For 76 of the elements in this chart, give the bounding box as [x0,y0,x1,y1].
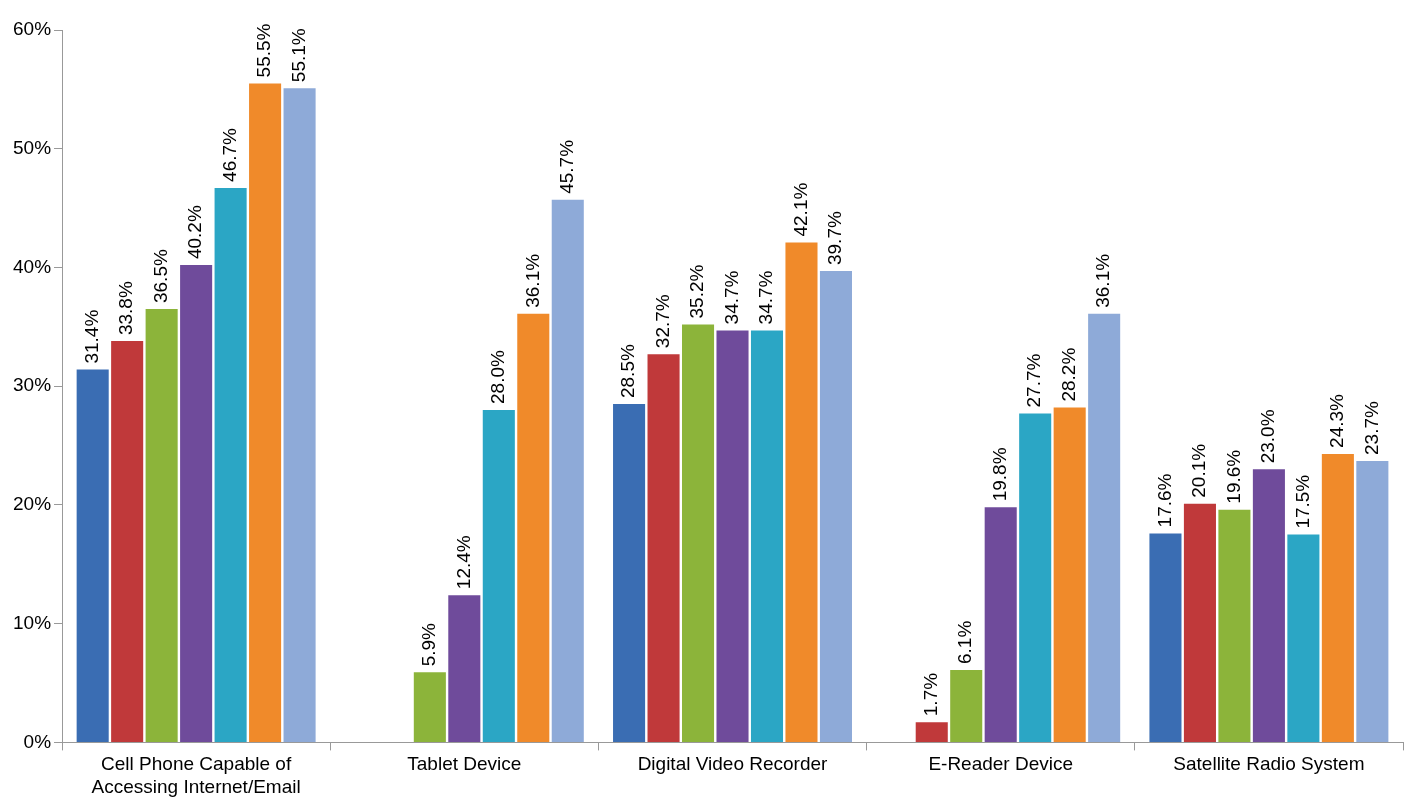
data-label: 6.1% [954,620,976,664]
data-label: 33.8% [115,281,137,336]
bar [950,669,983,742]
bar [413,672,446,742]
data-label: 42.1% [789,182,811,237]
bar [647,354,680,742]
data-label: 5.9% [418,622,440,667]
y-tick-label: 40% [13,255,52,277]
x-tick-label: Cell Phone Capable of Accessing Internet/Email [91,753,301,797]
data-label: 32.7% [651,294,673,349]
bar [1019,413,1052,742]
y-tick-label: 60% [13,18,52,40]
x-tick-label: Tablet Device [407,753,522,775]
bar [76,369,109,742]
data-label: 35.2% [686,264,708,319]
x-tick-label: E-Reader Device [928,753,1074,775]
bar [716,330,749,742]
data-label: 17.6% [1153,473,1175,528]
bar [1321,453,1354,742]
bar [517,313,550,742]
data-label: 23.0% [1257,409,1279,464]
bar [551,199,584,742]
data-label: 19.8% [988,447,1010,502]
data-label: 19.6% [1222,449,1244,504]
data-label: 20.1% [1188,443,1210,498]
data-label: 40.2% [184,205,206,260]
data-label: 31.4% [80,309,102,364]
data-label: 28.5% [617,344,639,399]
y-tick-label: 10% [13,611,52,633]
bar [1287,534,1320,742]
bar [180,265,213,742]
bar [682,324,715,742]
x-tick-label: Digital Video Recorder [637,753,829,775]
y-tick-label: 0% [23,730,52,752]
bar [111,341,144,742]
bar [1053,407,1086,742]
y-tick-label: 50% [13,136,52,158]
bar [750,330,784,742]
data-label: 34.7% [720,270,742,325]
data-label: 28.0% [487,349,509,404]
bar [1252,469,1285,742]
bar [283,88,316,742]
data-label: 46.7% [218,127,240,182]
bar [249,83,282,742]
x-tick-label: Satellite Radio System [1173,753,1365,775]
data-label: 39.7% [824,211,846,266]
bar [145,309,178,742]
data-label: 34.7% [755,270,777,325]
bar [1356,461,1389,742]
data-label: 55.1% [287,28,309,83]
bar [1088,313,1121,742]
bar [785,242,818,742]
bar [1183,503,1216,742]
bar [448,595,481,742]
data-label: 12.4% [452,535,474,590]
y-tick-label: 30% [13,374,52,396]
bar [482,409,515,742]
data-label: 27.7% [1023,353,1045,408]
bar [214,187,247,742]
data-label: 45.7% [556,139,577,194]
data-label: 36.1% [1092,253,1114,308]
data-label: 36.5% [149,249,171,304]
data-label: 55.5% [253,23,275,78]
bar [984,507,1017,742]
data-label: 1.7% [919,672,941,717]
y-tick-label: 20% [13,493,52,515]
bar [1218,509,1251,742]
bar [613,404,646,742]
bar [819,271,852,742]
data-label: 17.5% [1291,474,1313,529]
bar [915,722,948,742]
data-label: 28.2% [1057,347,1079,402]
data-label: 23.7% [1360,401,1382,455]
data-label: 36.1% [521,253,543,308]
data-label: 24.3% [1326,393,1348,448]
bar [1149,533,1182,742]
